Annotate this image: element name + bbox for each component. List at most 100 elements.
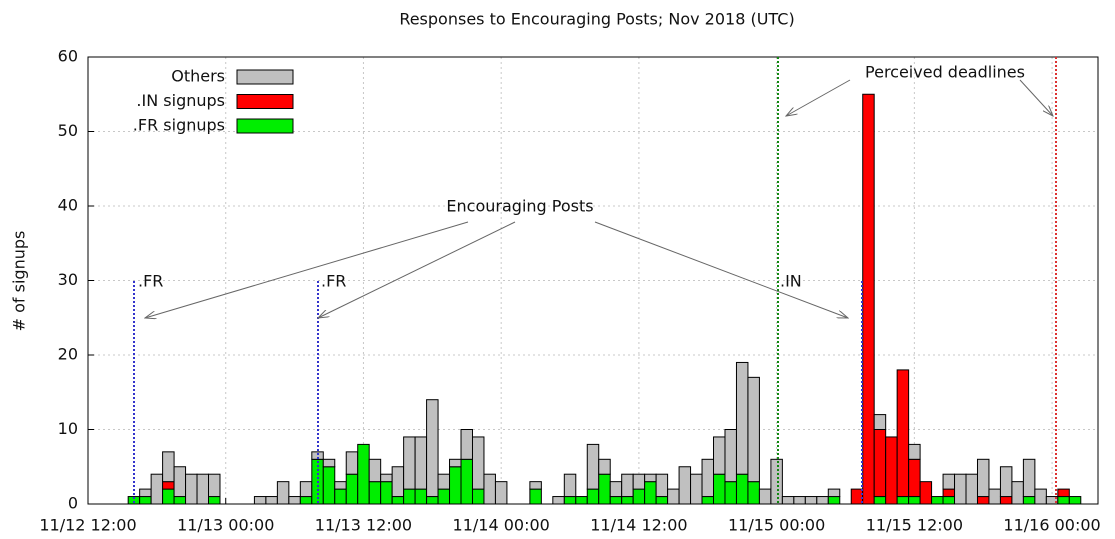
annotation: .FR — [138, 272, 163, 291]
bar-segment — [873, 429, 887, 498]
bar-segment — [908, 458, 921, 498]
arrow — [145, 221, 469, 318]
bar-segment — [391, 496, 405, 505]
bar-segment — [598, 473, 611, 505]
y-tick-label: 40 — [58, 196, 78, 215]
bar-segment — [1068, 496, 1082, 505]
legend-swatch — [236, 94, 294, 109]
bar-segment — [701, 496, 715, 505]
bar-segment — [208, 473, 221, 498]
annotation: Perceived deadlines — [865, 63, 1025, 82]
bar-segment — [449, 458, 462, 468]
legend-label: .FR signups — [133, 116, 225, 135]
plot-area: 0 10 20 30 40 50 60 11/12 12:00 11/13 00:00 11/13… — [39, 47, 1100, 535]
bar-segment — [380, 473, 393, 483]
bar-segment — [827, 496, 841, 505]
bar-segment — [678, 466, 692, 505]
bar-segment — [460, 429, 473, 460]
y-tick-label: 20 — [58, 345, 78, 364]
bar-segment — [1057, 496, 1070, 505]
bar-segment — [173, 466, 187, 498]
bar-segment — [162, 451, 175, 483]
bar-segment — [655, 496, 669, 505]
bar-segment — [954, 473, 967, 505]
bar-segment — [931, 496, 944, 505]
bar-segment — [667, 488, 680, 505]
bar-segment — [885, 436, 898, 505]
bar-segment — [208, 496, 221, 505]
bar-segment — [380, 481, 393, 505]
bar-segment — [265, 496, 278, 505]
bar-segment — [735, 361, 749, 475]
bar-segment — [598, 458, 611, 475]
bar-segment — [334, 488, 347, 505]
bar-segment — [322, 458, 336, 468]
bar-segment — [942, 496, 956, 505]
bar-segment — [276, 481, 290, 505]
legend-swatch — [236, 118, 294, 134]
x-tick-label: 11/13 00:00 — [177, 516, 274, 535]
bar-segment — [173, 496, 187, 505]
bar-segment — [345, 451, 359, 475]
bar-segment — [621, 496, 634, 505]
bar-segment — [449, 466, 462, 505]
bar-segment — [632, 488, 646, 505]
bar-segment — [781, 496, 795, 505]
bar-segment — [999, 496, 1013, 505]
bar-segment — [713, 473, 726, 505]
bar-segment — [988, 488, 1001, 505]
bar-segment — [196, 473, 210, 505]
annotation: .IN — [780, 272, 802, 291]
bar-segment — [150, 473, 164, 505]
bar-segment — [873, 496, 887, 505]
bar-segment — [770, 458, 783, 505]
legend-swatch — [236, 69, 294, 85]
bar-segment — [793, 496, 806, 505]
bar-segment — [403, 436, 416, 490]
bar-segment — [942, 473, 956, 490]
bar-segment — [965, 473, 978, 505]
bar-segment — [1022, 496, 1036, 505]
bar-segment — [357, 443, 370, 505]
bar-segment — [942, 488, 956, 498]
bar-segment — [414, 436, 428, 490]
bar-segment — [529, 488, 542, 505]
x-tick-label: 11/16 00:00 — [1003, 516, 1100, 535]
bar-segment — [850, 488, 864, 505]
plot-border — [87, 56, 1099, 505]
annotations: .FR .FR .IN Encouraging Posts Perceived … — [133, 57, 1057, 504]
bar-segment — [976, 458, 990, 498]
y-tick-label: 50 — [58, 121, 78, 140]
arrow — [786, 79, 851, 116]
bar-segment — [724, 481, 737, 505]
bar-segment — [299, 496, 313, 505]
bar-segment — [391, 466, 405, 498]
bar-segment — [644, 481, 657, 505]
bar-segment — [288, 496, 301, 505]
arrow — [318, 221, 516, 318]
bar-segment — [621, 473, 634, 498]
bar-segment — [162, 481, 175, 490]
bar-segment — [322, 466, 336, 505]
bar-segment — [735, 473, 749, 505]
bar-segment — [896, 496, 910, 505]
bar-segment — [976, 496, 990, 505]
bar-segment — [827, 488, 841, 498]
bar-segment — [586, 443, 600, 490]
bar-segment — [816, 496, 829, 505]
bar-segment — [999, 466, 1013, 498]
bar-segment — [403, 488, 416, 505]
bar-segment — [1011, 481, 1024, 505]
arrow — [1019, 79, 1053, 116]
x-tick-label: 11/12 12:00 — [39, 516, 136, 535]
y-tick-label: 30 — [58, 270, 78, 289]
bar-segment — [494, 481, 508, 505]
bar-segment — [426, 399, 439, 498]
bar-segment — [253, 496, 267, 505]
bar-segment — [724, 429, 737, 483]
bar-segment — [632, 473, 646, 490]
bar-segment — [1034, 488, 1047, 505]
bar-segment — [311, 451, 324, 460]
bar-segment — [908, 443, 921, 460]
x-tick-label: 11/14 12:00 — [590, 516, 687, 535]
